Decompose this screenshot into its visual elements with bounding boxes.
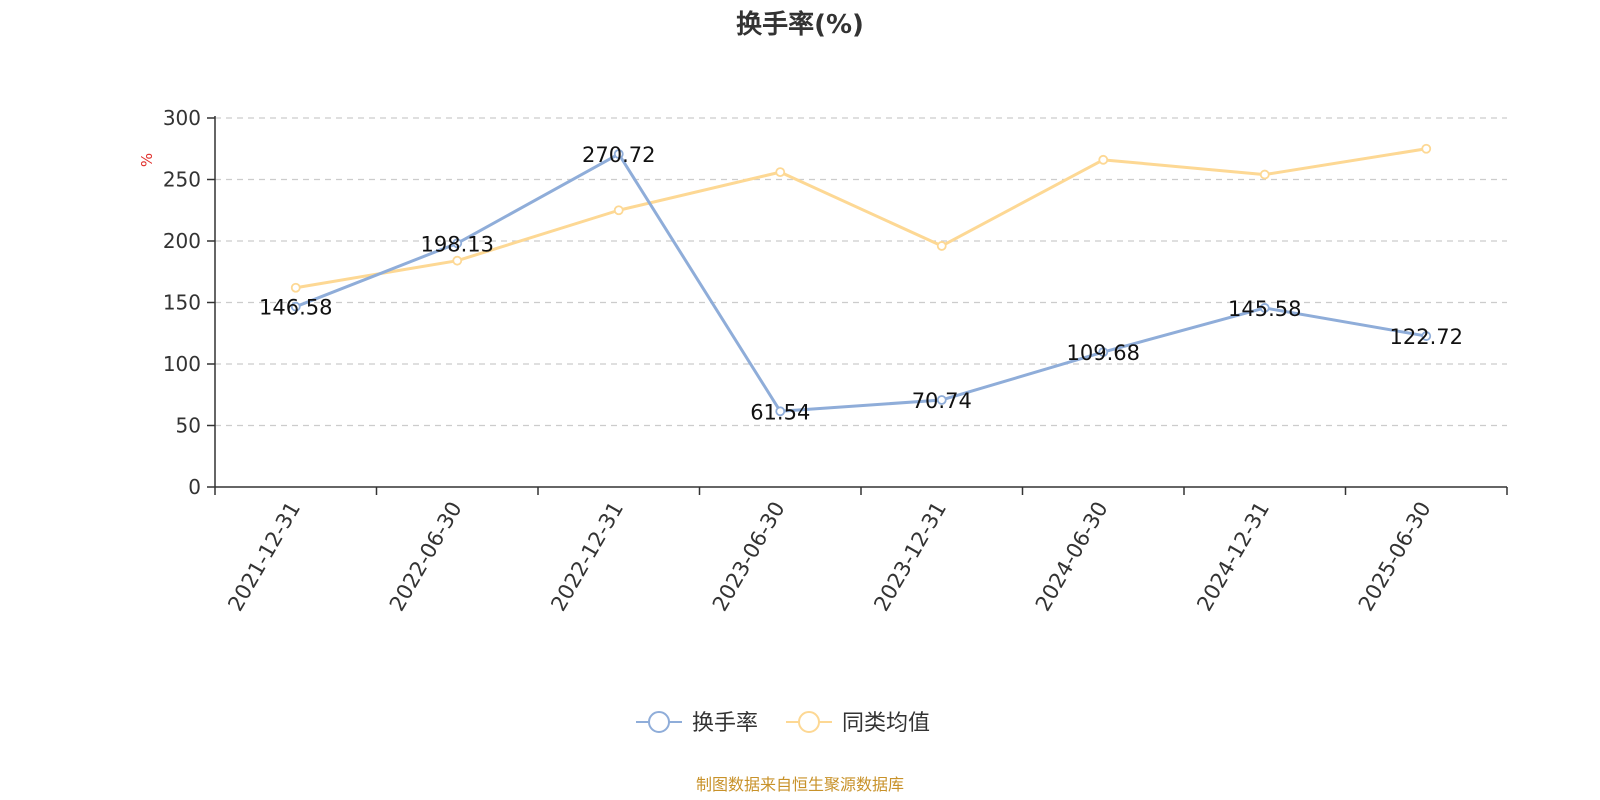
data-label: 198.13 xyxy=(421,232,494,256)
series-line-1 xyxy=(295,147,1427,290)
data-label: 61.54 xyxy=(750,400,810,424)
y-tick-label: 100 xyxy=(163,352,201,376)
x-tick-label: 2021-12-31 xyxy=(223,498,305,616)
series-point-0 xyxy=(775,406,786,417)
grid-lines xyxy=(215,117,1507,427)
series-line-0 xyxy=(295,152,1427,413)
x-tick-label: 2023-06-30 xyxy=(708,498,790,616)
series-layer xyxy=(290,143,1432,417)
data-label: 145.58 xyxy=(1228,297,1301,321)
data-label: 109.68 xyxy=(1067,341,1140,365)
y-tick-label: 150 xyxy=(163,291,201,315)
x-tick-label: 2022-12-31 xyxy=(546,498,628,616)
x-tick-label: 2023-12-31 xyxy=(869,498,951,616)
x-tick-label: 2024-12-31 xyxy=(1192,498,1274,616)
legend-label: 同类均值 xyxy=(842,711,930,736)
legend-item-0[interactable]: 换手率 xyxy=(636,711,758,736)
y-tick-label: 300 xyxy=(163,106,201,130)
chart-title: 换手率(%) xyxy=(736,9,864,40)
series-point-1 xyxy=(290,282,301,293)
x-tick-label: 2025-06-30 xyxy=(1354,498,1436,616)
data-labels: 146.58 198.13 270.72 61.54 70.74 109.68 145.58… xyxy=(259,143,1463,424)
data-label: 146.58 xyxy=(259,296,332,320)
y-tick-label: 50 xyxy=(176,414,201,438)
series-point-0 xyxy=(613,149,624,159)
series-point-1 xyxy=(775,167,786,178)
series-point-1 xyxy=(1098,154,1109,165)
source-note: 制图数据来自恒生聚源数据库 xyxy=(696,775,904,794)
y-tick-label: 0 xyxy=(188,475,201,499)
legend[interactable]: 换手率 同类均值 xyxy=(636,711,930,736)
series-point-1 xyxy=(452,255,463,266)
y-tick-label: 200 xyxy=(163,229,201,253)
data-label: 270.72 xyxy=(582,143,655,167)
legend-item-1[interactable]: 同类均值 xyxy=(786,711,930,736)
axes: 0 50 100 150 200 250 300% 2021-12-31 2022-06-30 2… xyxy=(138,106,1508,616)
data-label: 122.72 xyxy=(1390,325,1463,349)
series-point-0 xyxy=(1098,347,1109,357)
series-point-1 xyxy=(1259,169,1270,180)
series-point-1 xyxy=(1421,143,1432,154)
series-point-1 xyxy=(936,241,947,251)
y-tick-label: 250 xyxy=(163,168,201,192)
series-point-0 xyxy=(290,301,301,312)
legend-label: 换手率 xyxy=(692,711,758,736)
series-point-1 xyxy=(613,205,624,216)
x-tick-label: 2024-06-30 xyxy=(1031,498,1113,616)
series-point-0 xyxy=(936,395,947,405)
y-axis-unit: % xyxy=(138,153,156,167)
legend-marker xyxy=(798,711,820,733)
x-tick-label: 2022-06-30 xyxy=(385,498,467,616)
series-point-0 xyxy=(1421,331,1432,341)
series-point-0 xyxy=(1259,303,1270,313)
legend-marker xyxy=(648,711,670,733)
data-label: 70.74 xyxy=(912,389,972,413)
series-point-0 xyxy=(452,238,463,249)
